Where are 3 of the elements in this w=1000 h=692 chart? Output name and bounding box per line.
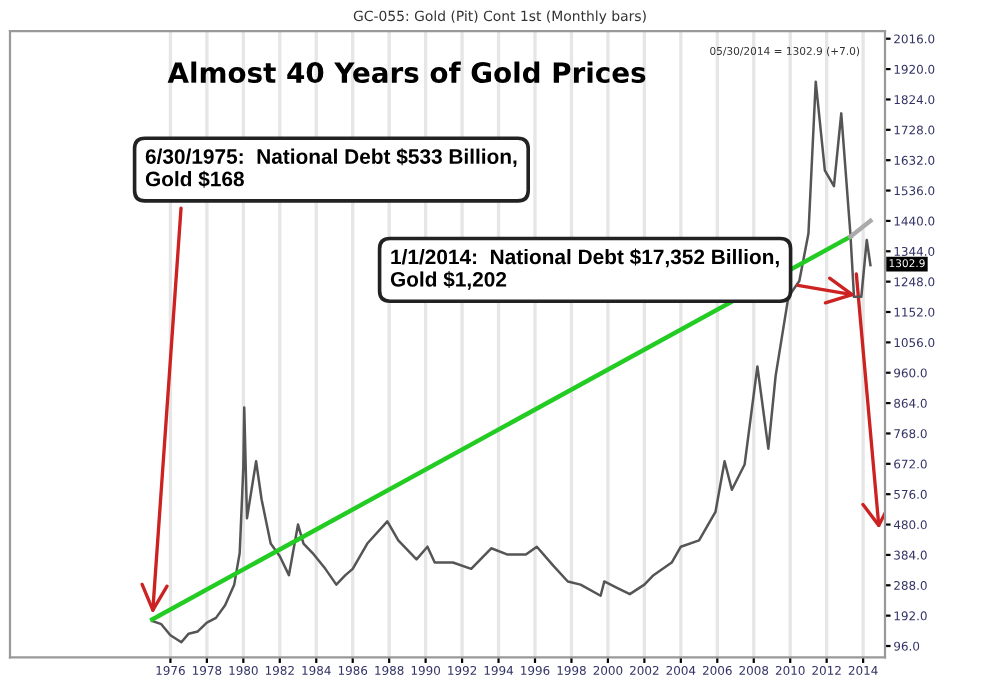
annotation: 1/1/2014: National Debt $17,352 Billion, Gold $1,202: [390, 248, 779, 290]
text: Almost 40 Years of Gold Prices: [167, 61, 646, 84]
annotation: 6/30/1975: National Debt $533 Billion, Gold $168: [145, 148, 517, 188]
